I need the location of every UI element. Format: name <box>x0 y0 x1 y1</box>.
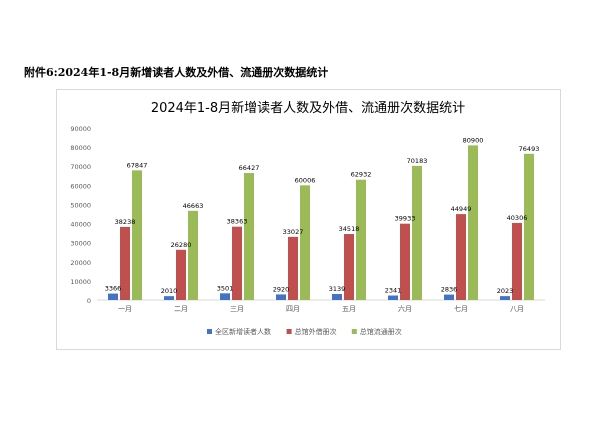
bar <box>400 223 410 300</box>
data-label: 33027 <box>283 228 304 236</box>
data-label: 44949 <box>451 205 472 213</box>
x-tick-label: 三月 <box>230 305 244 313</box>
data-label: 26280 <box>171 241 192 249</box>
legend-swatch <box>351 329 357 334</box>
y-tick-label: 10000 <box>70 278 91 286</box>
bar <box>276 294 286 300</box>
data-label: 60006 <box>295 176 316 184</box>
y-tick-label: 90000 <box>70 125 91 133</box>
bar <box>456 214 466 300</box>
page-caption: 附件6:2024年1-8月新增读者人数及外借、流通册次数据统计 <box>24 66 329 79</box>
bar <box>164 296 174 300</box>
x-tick-label: 一月 <box>118 305 132 313</box>
bar <box>356 179 366 300</box>
bar <box>220 293 230 300</box>
legend-label: 总馆流通册次 <box>360 327 402 336</box>
x-tick-label: 四月 <box>286 305 300 313</box>
legend-label: 总馆外借册次 <box>295 327 337 336</box>
x-tick-label: 二月 <box>174 305 188 313</box>
data-label: 34518 <box>339 225 360 233</box>
data-label: 76493 <box>519 145 540 153</box>
x-tick-label: 七月 <box>454 304 468 313</box>
y-tick-label: 20000 <box>70 259 91 267</box>
bar <box>524 153 534 300</box>
data-label: 3366 <box>105 285 122 293</box>
bars-layer <box>108 145 534 300</box>
bar-chart: 2024年1-8月新增读者人数及外借、流通册次数据统计 0 10000 20000 3… <box>70 100 545 336</box>
data-label: 2023 <box>497 287 514 295</box>
data-label: 67847 <box>127 161 148 169</box>
data-labels-layer: 3366 38238 67847 2010 26280 46663 3501 38363 664… <box>105 136 540 295</box>
legend: 全区新增读者人数 总馆外借册次 总馆流通册次 <box>207 327 402 336</box>
bar <box>412 165 422 300</box>
bar <box>500 296 510 300</box>
bar <box>108 293 118 300</box>
y-tick-label: 80000 <box>70 144 91 152</box>
legend-swatch <box>207 329 212 334</box>
data-label: 62932 <box>351 171 372 179</box>
chart-container: 2024年1-8月新增读者人数及外借、流通册次数据统计 0 10000 20000 3… <box>56 89 561 350</box>
bar <box>300 185 310 300</box>
x-tick-label: 八月 <box>510 305 524 313</box>
data-label: 39933 <box>395 215 416 223</box>
data-label: 80900 <box>463 136 484 144</box>
data-label: 2836 <box>441 286 458 294</box>
bar <box>120 226 130 300</box>
bar <box>388 295 398 300</box>
bar <box>232 226 242 300</box>
bar <box>188 210 198 300</box>
bar <box>132 170 142 300</box>
data-label: 40306 <box>507 214 528 222</box>
bar <box>332 294 342 300</box>
legend-swatch <box>286 329 292 334</box>
data-label: 70183 <box>407 157 428 165</box>
y-tick-label: 40000 <box>70 221 91 229</box>
bar <box>288 236 298 300</box>
bar <box>244 173 254 300</box>
x-tick-label: 六月 <box>398 304 412 313</box>
legend-label: 全区新增读者人数 <box>215 327 271 336</box>
bar <box>512 222 522 300</box>
bar <box>344 234 354 300</box>
y-tick-label: 30000 <box>70 240 91 248</box>
data-label: 2010 <box>161 287 178 295</box>
x-tick-label: 五月 <box>342 305 356 313</box>
data-label: 3501 <box>217 284 234 292</box>
chart-title: 2024年1-8月新增读者人数及外借、流通册次数据统计 <box>151 100 465 116</box>
data-label: 46663 <box>183 202 204 210</box>
y-tick-label: 60000 <box>70 182 91 190</box>
y-tick-label: 0 <box>87 297 91 305</box>
data-label: 38363 <box>227 218 248 226</box>
data-label: 38238 <box>115 218 136 226</box>
y-tick-label: 70000 <box>70 163 91 171</box>
y-tick-label: 50000 <box>70 201 91 209</box>
bar <box>176 249 186 300</box>
data-label: 3139 <box>329 285 346 293</box>
bar <box>468 145 478 300</box>
bar <box>444 294 454 300</box>
data-label: 2341 <box>385 287 402 295</box>
data-label: 66427 <box>239 164 260 172</box>
data-label: 2920 <box>273 285 290 293</box>
